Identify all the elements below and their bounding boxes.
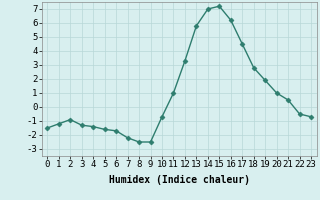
- X-axis label: Humidex (Indice chaleur): Humidex (Indice chaleur): [109, 175, 250, 185]
